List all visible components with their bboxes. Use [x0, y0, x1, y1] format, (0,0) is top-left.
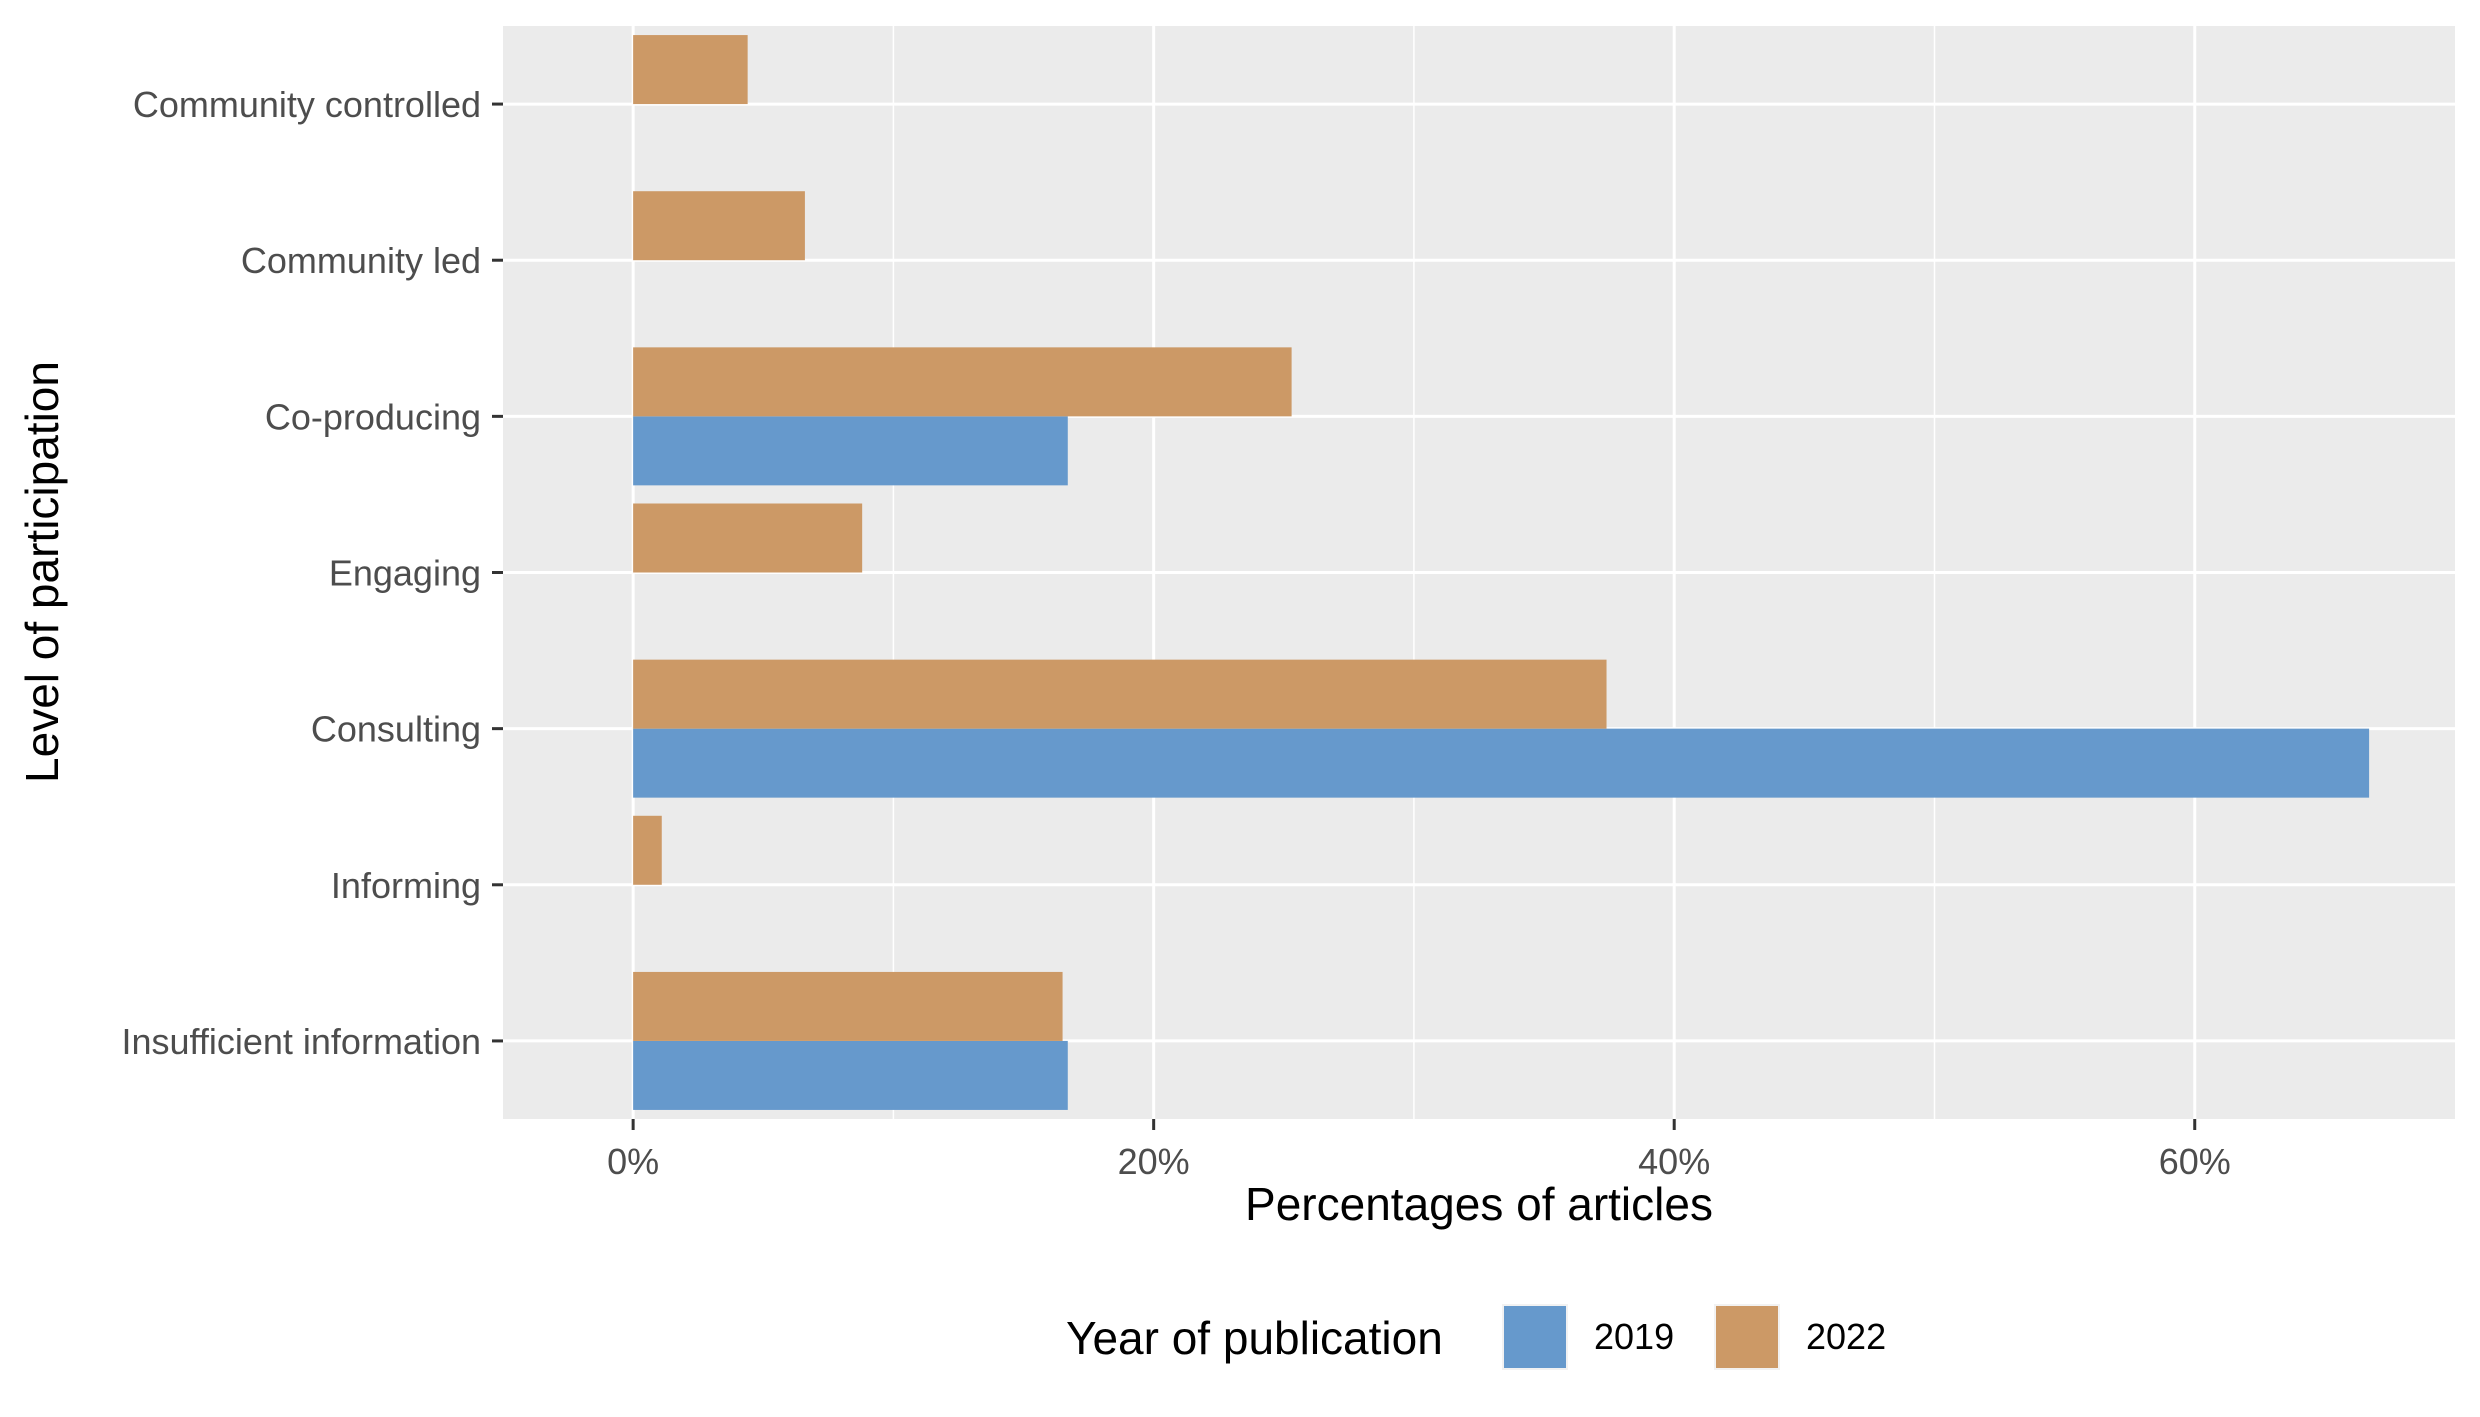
x-tick-label: 20%: [1118, 1141, 1190, 1182]
bar-2022-co-producing: [633, 347, 1292, 417]
y-tick-label: Insufficient information: [121, 1021, 481, 1062]
legend-label-2019: 2019: [1594, 1316, 1674, 1357]
y-axis: Community controlled Community led Co-prod…: [121, 84, 503, 1062]
y-tick-label: Co-producing: [265, 396, 481, 437]
bar-2019-consulting: [633, 728, 2370, 798]
bar-2022-community-led: [633, 191, 805, 261]
legend: Year of publication 2019 2022: [1066, 1304, 1886, 1370]
bar-2022-informing: [633, 815, 662, 885]
bar-2019-insufficient-information: [633, 1040, 1068, 1110]
y-tick-label: Engaging: [329, 553, 481, 594]
y-tick-label: Community controlled: [133, 84, 481, 125]
legend-label-2022: 2022: [1806, 1316, 1886, 1357]
bar-2019-co-producing: [633, 416, 1068, 486]
x-axis: 0% 20% 40% 60%: [607, 1119, 2231, 1182]
bar-2022-insufficient-information: [633, 971, 1063, 1041]
y-tick-label: Community led: [241, 240, 481, 281]
legend-title: Year of publication: [1066, 1312, 1443, 1364]
bars-layer: [633, 35, 2370, 1110]
x-tick-label: 60%: [2159, 1141, 2231, 1182]
x-tick-label: 40%: [1638, 1141, 1710, 1182]
legend-swatch-2022: [1716, 1306, 1778, 1368]
y-tick-label: Consulting: [311, 709, 481, 750]
y-tick-label: Informing: [331, 865, 481, 906]
bar-2022-engaging: [633, 503, 863, 573]
y-axis-title: Level of participation: [16, 361, 68, 783]
x-tick-label: 0%: [607, 1141, 659, 1182]
x-axis-title: Percentages of articles: [1245, 1178, 1713, 1230]
legend-swatch-2019: [1504, 1306, 1566, 1368]
bar-2022-consulting: [633, 659, 1607, 729]
bar-2022-community-controlled: [633, 35, 748, 105]
